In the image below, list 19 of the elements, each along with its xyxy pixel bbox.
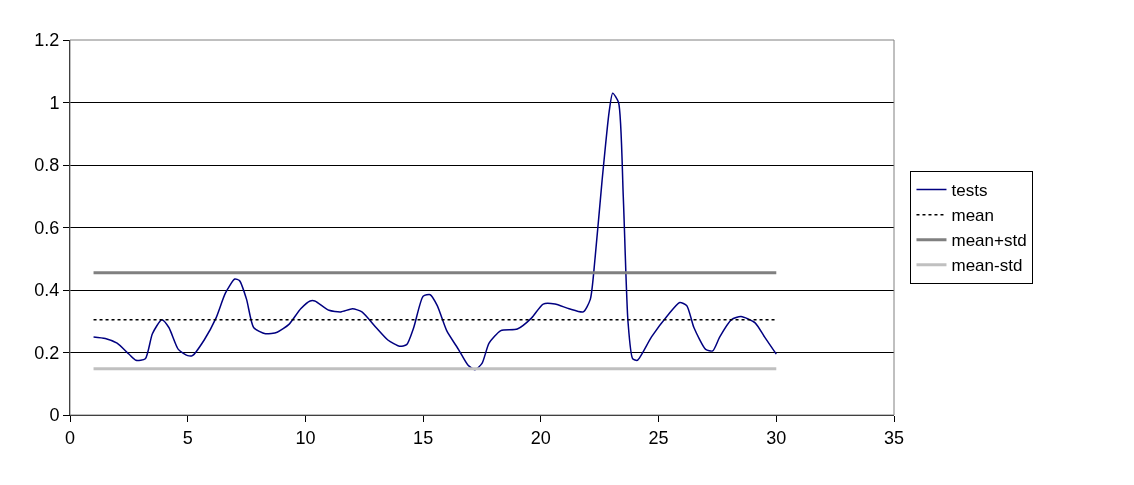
legend-label: tests xyxy=(951,181,988,201)
x-tick-label: 25 xyxy=(648,427,669,448)
y-tick-label: 0.6 xyxy=(34,217,60,238)
legend-label: mean+std xyxy=(951,231,1027,251)
x-tick-label: 35 xyxy=(883,427,905,448)
y-tick-label: 0.4 xyxy=(34,280,60,301)
y-tick-label: 0 xyxy=(49,405,60,426)
legend-label: mean-std xyxy=(951,256,1023,276)
x-tick-label: 5 xyxy=(182,427,193,448)
legend-label: mean xyxy=(951,206,995,226)
y-tick-label: 0.2 xyxy=(34,342,60,363)
x-tick-label: 10 xyxy=(295,427,316,448)
y-tick-label: 1.2 xyxy=(34,30,60,51)
x-tick-label: 0 xyxy=(64,427,76,448)
y-tick-label: 0.8 xyxy=(34,155,60,176)
x-tick-label: 15 xyxy=(413,427,434,448)
x-tick-label: 30 xyxy=(766,427,787,448)
x-tick-label: 20 xyxy=(530,427,551,448)
y-tick-label: 1 xyxy=(49,92,60,113)
